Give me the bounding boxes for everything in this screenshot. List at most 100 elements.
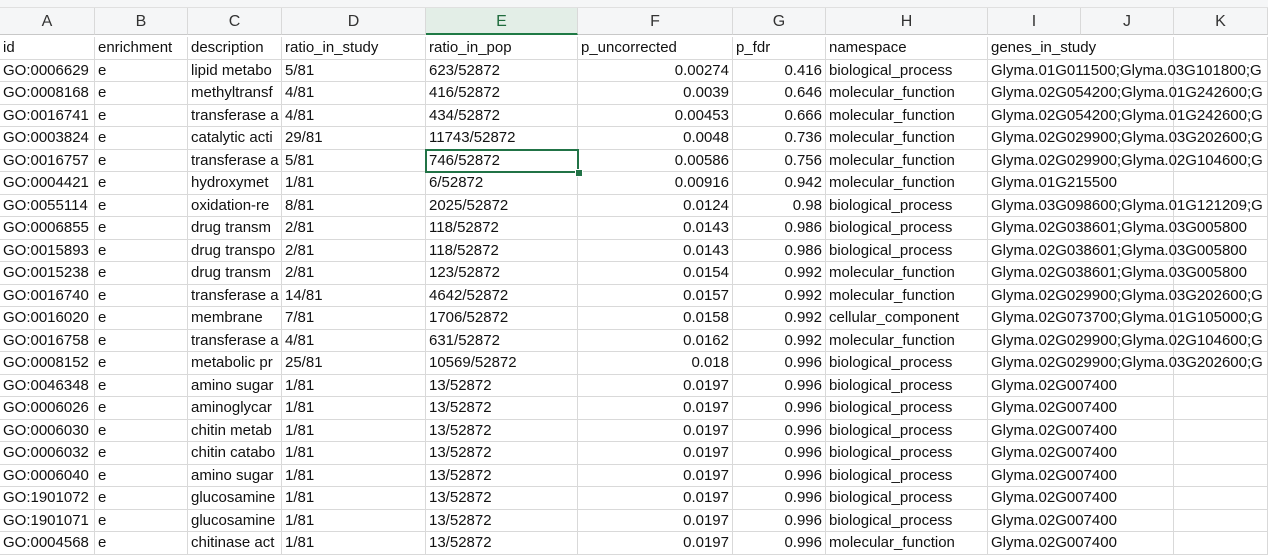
header-cell-p-fdr[interactable]: p_fdr	[733, 37, 826, 60]
cell-h4[interactable]: molecular_function	[826, 104, 988, 127]
cell-c2[interactable]: lipid metabo	[188, 59, 282, 82]
cell-d17[interactable]: 1/81	[282, 397, 426, 420]
column-header-k[interactable]: K	[1174, 8, 1268, 35]
cell-g15[interactable]: 0.996	[733, 352, 826, 375]
cell-f17[interactable]: 0.0197	[578, 397, 733, 420]
column-header-i[interactable]: I	[988, 8, 1081, 35]
cell-d19[interactable]: 1/81	[282, 442, 426, 465]
cell-g12[interactable]: 0.992	[733, 284, 826, 307]
cell-d13[interactable]: 7/81	[282, 307, 426, 330]
cell-h18[interactable]: biological_process	[826, 419, 988, 442]
cell-d18[interactable]: 1/81	[282, 419, 426, 442]
cell-c20[interactable]: amino sugar	[188, 464, 282, 487]
cell-d10[interactable]: 2/81	[282, 239, 426, 262]
header-cell-namespace[interactable]: namespace	[826, 37, 988, 60]
cell-f4[interactable]: 0.00453	[578, 104, 733, 127]
cell-i17[interactable]: Glyma.02G007400	[988, 397, 1268, 420]
header-cell-genes-in-study[interactable]: genes_in_study	[988, 37, 1268, 60]
cell-g6[interactable]: 0.756	[733, 149, 826, 172]
header-cell-ratio-in-study[interactable]: ratio_in_study	[282, 37, 426, 60]
cell-c4[interactable]: transferase a	[188, 104, 282, 127]
cell-f22[interactable]: 0.0197	[578, 509, 733, 532]
cell-d12[interactable]: 14/81	[282, 284, 426, 307]
cell-c11[interactable]: drug transm	[188, 262, 282, 285]
cell-g7[interactable]: 0.942	[733, 172, 826, 195]
cell-g16[interactable]: 0.996	[733, 374, 826, 397]
cell-b18[interactable]: e	[95, 419, 188, 442]
cell-e11[interactable]: 123/52872	[426, 262, 578, 285]
cell-d21[interactable]: 1/81	[282, 487, 426, 510]
cell-d9[interactable]: 2/81	[282, 217, 426, 240]
cell-i18[interactable]: Glyma.02G007400	[988, 419, 1268, 442]
cell-e15[interactable]: 10569/52872	[426, 352, 578, 375]
cell-g11[interactable]: 0.992	[733, 262, 826, 285]
cell-a13[interactable]: GO:0016020	[0, 307, 95, 330]
column-header-a[interactable]: A	[0, 8, 95, 35]
cell-i11[interactable]: Glyma.02G038601;Glyma.03G005800	[988, 262, 1268, 285]
cell-a22[interactable]: GO:1901071	[0, 509, 95, 532]
cell-e19[interactable]: 13/52872	[426, 442, 578, 465]
cell-b20[interactable]: e	[95, 464, 188, 487]
cell-f14[interactable]: 0.0162	[578, 329, 733, 352]
cell-c9[interactable]: drug transm	[188, 217, 282, 240]
cell-d2[interactable]: 5/81	[282, 59, 426, 82]
cell-a11[interactable]: GO:0015238	[0, 262, 95, 285]
cell-i19[interactable]: Glyma.02G007400	[988, 442, 1268, 465]
cell-h15[interactable]: biological_process	[826, 352, 988, 375]
cell-c23[interactable]: chitinase act	[188, 532, 282, 555]
cell-d22[interactable]: 1/81	[282, 509, 426, 532]
cell-g13[interactable]: 0.992	[733, 307, 826, 330]
cell-g2[interactable]: 0.416	[733, 59, 826, 82]
cell-c17[interactable]: aminoglycar	[188, 397, 282, 420]
cell-e14[interactable]: 631/52872	[426, 329, 578, 352]
cell-h2[interactable]: biological_process	[826, 59, 988, 82]
cell-g8[interactable]: 0.98	[733, 194, 826, 217]
cell-a3[interactable]: GO:0008168	[0, 82, 95, 105]
cell-g17[interactable]: 0.996	[733, 397, 826, 420]
cell-c5[interactable]: catalytic acti	[188, 127, 282, 150]
header-cell-description[interactable]: description	[188, 37, 282, 60]
cell-g3[interactable]: 0.646	[733, 82, 826, 105]
cell-b7[interactable]: e	[95, 172, 188, 195]
cell-i23[interactable]: Glyma.02G007400	[988, 532, 1268, 555]
cell-c19[interactable]: chitin catabo	[188, 442, 282, 465]
column-header-h[interactable]: H	[826, 8, 988, 35]
cell-f20[interactable]: 0.0197	[578, 464, 733, 487]
cell-b12[interactable]: e	[95, 284, 188, 307]
column-header-d[interactable]: D	[282, 8, 426, 35]
column-header-f[interactable]: F	[578, 8, 733, 35]
cell-f8[interactable]: 0.0124	[578, 194, 733, 217]
cell-f18[interactable]: 0.0197	[578, 419, 733, 442]
cell-g18[interactable]: 0.996	[733, 419, 826, 442]
cell-i12[interactable]: Glyma.02G029900;Glyma.03G202600;G	[988, 284, 1268, 307]
column-header-b[interactable]: B	[95, 8, 188, 35]
cell-a21[interactable]: GO:1901072	[0, 487, 95, 510]
cell-a2[interactable]: GO:0006629	[0, 59, 95, 82]
cell-c6[interactable]: transferase a	[188, 149, 282, 172]
cell-g21[interactable]: 0.996	[733, 487, 826, 510]
cell-i7[interactable]: Glyma.01G215500	[988, 172, 1268, 195]
cell-b13[interactable]: e	[95, 307, 188, 330]
cell-h6[interactable]: molecular_function	[826, 149, 988, 172]
cell-h20[interactable]: biological_process	[826, 464, 988, 487]
cell-e3[interactable]: 416/52872	[426, 82, 578, 105]
cell-f13[interactable]: 0.0158	[578, 307, 733, 330]
cell-i4[interactable]: Glyma.02G054200;Glyma.01G242600;G	[988, 104, 1268, 127]
cell-a10[interactable]: GO:0015893	[0, 239, 95, 262]
cell-a4[interactable]: GO:0016741	[0, 104, 95, 127]
cell-f2[interactable]: 0.00274	[578, 59, 733, 82]
cell-c13[interactable]: membrane	[188, 307, 282, 330]
cell-d11[interactable]: 2/81	[282, 262, 426, 285]
cell-f15[interactable]: 0.018	[578, 352, 733, 375]
cell-g19[interactable]: 0.996	[733, 442, 826, 465]
cell-e2[interactable]: 623/52872	[426, 59, 578, 82]
cell-b11[interactable]: e	[95, 262, 188, 285]
cell-f16[interactable]: 0.0197	[578, 374, 733, 397]
cell-b23[interactable]: e	[95, 532, 188, 555]
cell-g20[interactable]: 0.996	[733, 464, 826, 487]
cell-e4[interactable]: 434/52872	[426, 104, 578, 127]
cell-c16[interactable]: amino sugar	[188, 374, 282, 397]
cell-h12[interactable]: molecular_function	[826, 284, 988, 307]
cell-a14[interactable]: GO:0016758	[0, 329, 95, 352]
cell-f12[interactable]: 0.0157	[578, 284, 733, 307]
